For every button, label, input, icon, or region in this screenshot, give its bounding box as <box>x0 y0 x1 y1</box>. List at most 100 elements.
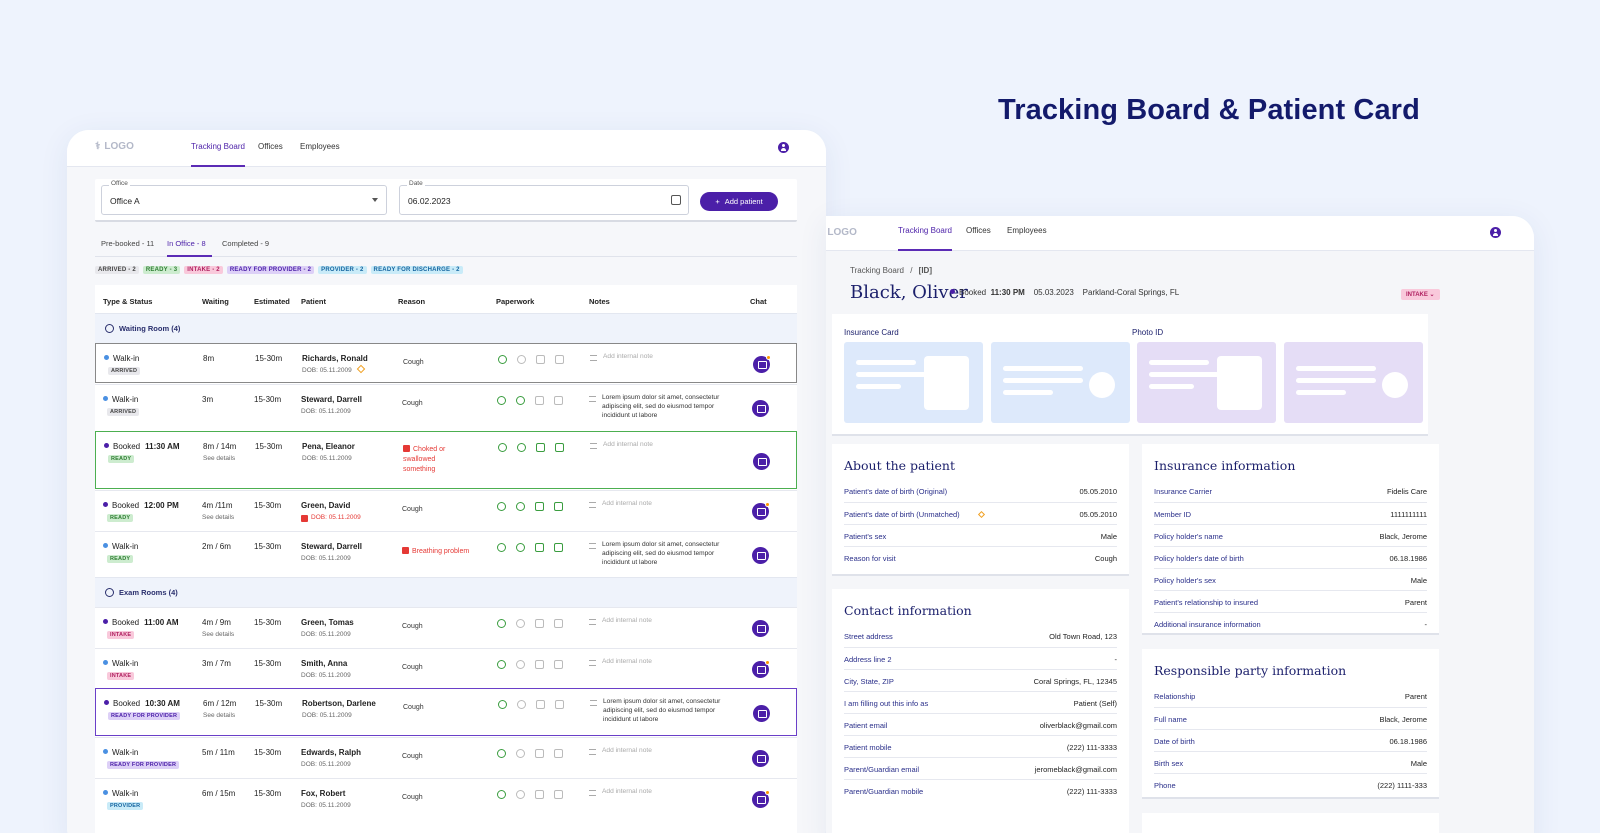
tab-in-office[interactable]: In Office - 8 <box>167 239 212 257</box>
internal-note[interactable]: Lorem ipsum dolor sit amet, consectetur … <box>603 698 721 723</box>
nav-tab-tracking-board-2[interactable]: Tracking Board <box>898 226 952 251</box>
note-edit-icon[interactable] <box>590 355 597 361</box>
internal-note[interactable]: Add internal note <box>602 658 652 665</box>
id-card-icon[interactable] <box>535 543 544 552</box>
patient-name[interactable]: Edwards, Ralph <box>301 748 362 757</box>
user-account-icon[interactable] <box>778 142 789 153</box>
tab-pre-booked[interactable]: Pre-booked - 11 <box>101 239 155 248</box>
patient-name[interactable]: Fox, Robert <box>301 789 346 798</box>
table-row[interactable]: Walk-in READY FOR PROVIDER 5m / 11m 15-30m E… <box>95 737 797 777</box>
patient-name[interactable]: Green, Tomas <box>301 618 354 627</box>
patient-name[interactable]: Richards, Ronald <box>302 354 368 363</box>
patient-name[interactable]: Robertson, Darlene <box>302 699 376 708</box>
patient-name[interactable]: Steward, Darrell <box>301 542 362 551</box>
insurance-shield-icon[interactable] <box>516 790 525 799</box>
chat-button[interactable] <box>752 750 769 767</box>
office-select[interactable]: Office Office A <box>101 180 387 215</box>
internal-note[interactable]: Add internal note <box>602 500 652 507</box>
id-card-icon[interactable] <box>535 749 544 758</box>
note-edit-icon[interactable] <box>590 700 597 706</box>
photo-id-back[interactable] <box>1284 342 1423 423</box>
photo-id-front[interactable] <box>1137 342 1276 423</box>
consent-icon[interactable] <box>497 543 506 552</box>
calendar-icon[interactable] <box>671 195 681 205</box>
note-edit-icon[interactable] <box>589 396 596 402</box>
internal-note[interactable]: Add internal note <box>602 747 652 754</box>
internal-note[interactable]: Add internal note <box>602 617 652 624</box>
add-patient-button[interactable]: + Add patient <box>700 192 778 211</box>
checklist-icon[interactable] <box>554 749 563 758</box>
insurance-card-front[interactable] <box>844 342 983 423</box>
see-details-link[interactable]: See details <box>202 631 235 638</box>
internal-note[interactable]: Lorem ipsum dolor sit amet, consectetur … <box>602 541 720 566</box>
internal-note[interactable]: Lorem ipsum dolor sit amet, consectetur … <box>602 394 720 419</box>
insurance-shield-icon[interactable] <box>516 502 525 511</box>
chat-button[interactable] <box>752 547 769 564</box>
note-edit-icon[interactable] <box>589 543 596 549</box>
date-field[interactable]: Date 06.02.2023 <box>399 180 689 215</box>
nav-tab-offices-2[interactable]: Offices <box>966 226 991 235</box>
checklist-icon[interactable] <box>554 790 563 799</box>
internal-note[interactable]: Add internal note <box>602 788 652 795</box>
insurance-shield-icon[interactable] <box>517 443 526 452</box>
nav-tab-employees[interactable]: Employees <box>300 142 340 151</box>
insurance-shield-icon[interactable] <box>517 355 526 364</box>
insurance-shield-icon[interactable] <box>517 700 526 709</box>
chat-button[interactable] <box>752 660 770 678</box>
consent-icon[interactable] <box>498 700 507 709</box>
id-card-icon[interactable] <box>536 355 545 364</box>
consent-icon[interactable] <box>498 355 507 364</box>
chat-button[interactable] <box>752 620 769 637</box>
insurance-shield-icon[interactable] <box>516 396 525 405</box>
tab-completed[interactable]: Completed - 9 <box>222 239 270 248</box>
insurance-shield-icon[interactable] <box>516 749 525 758</box>
checklist-icon[interactable] <box>555 355 564 364</box>
note-edit-icon[interactable] <box>589 619 596 625</box>
group-header[interactable]: Exam Rooms (4) <box>95 577 797 607</box>
consent-icon[interactable] <box>497 502 506 511</box>
checklist-icon[interactable] <box>555 700 564 709</box>
consent-icon[interactable] <box>497 749 506 758</box>
insurance-shield-icon[interactable] <box>516 660 525 669</box>
id-card-icon[interactable] <box>536 700 545 709</box>
internal-note[interactable]: Add internal note <box>603 441 653 448</box>
nav-tab-employees-2[interactable]: Employees <box>1007 226 1047 235</box>
patient-name[interactable]: Green, David <box>301 501 351 510</box>
checklist-icon[interactable] <box>555 443 564 452</box>
table-row[interactable]: Walk-in READY 2m / 6m 15-30m Steward, Darrel… <box>95 531 797 577</box>
status-chip[interactable]: READY FOR PROVIDER - 2 <box>226 266 315 274</box>
nav-tab-offices[interactable]: Offices <box>258 142 283 151</box>
checklist-icon[interactable] <box>554 396 563 405</box>
status-chip[interactable]: INTAKE - 2 <box>184 266 223 274</box>
insurance-card-back[interactable] <box>991 342 1130 423</box>
id-card-icon[interactable] <box>536 443 545 452</box>
checklist-icon[interactable] <box>554 660 563 669</box>
note-edit-icon[interactable] <box>589 790 596 796</box>
patient-name[interactable]: Pena, Eleanor <box>302 442 355 451</box>
user-account-icon[interactable] <box>1490 227 1501 238</box>
table-row[interactable]: Walk-in ARRIVED 3m 15-30m Steward, Darrell DO… <box>95 384 797 430</box>
internal-note[interactable]: Add internal note <box>603 353 653 360</box>
status-chip[interactable]: ARRIVED - 2 <box>95 266 139 274</box>
checklist-icon[interactable] <box>554 543 563 552</box>
see-details-link[interactable]: See details <box>203 455 236 462</box>
chat-button[interactable] <box>753 453 770 470</box>
nav-tab-tracking-board[interactable]: Tracking Board <box>191 142 245 167</box>
chat-button[interactable] <box>753 355 771 373</box>
note-edit-icon[interactable] <box>589 502 596 508</box>
status-badge-dropdown[interactable]: INTAKE ⌄ <box>1401 289 1440 300</box>
consent-icon[interactable] <box>497 396 506 405</box>
status-chip[interactable]: READY FOR DISCHARGE - 2 <box>370 266 463 274</box>
table-row[interactable]: Walk-in INTAKE 3m / 7m 15-30m Smith, Anna DOB… <box>95 648 797 688</box>
breadcrumb-root[interactable]: Tracking Board <box>850 266 904 275</box>
insurance-shield-icon[interactable] <box>516 543 525 552</box>
note-edit-icon[interactable] <box>590 443 597 449</box>
status-chip[interactable]: PROVIDER - 2 <box>318 266 367 274</box>
table-row[interactable]: Booked 11:00 AM INTAKE 4m / 9m See details 15… <box>95 607 797 647</box>
chat-button[interactable] <box>752 400 769 417</box>
see-details-link[interactable]: See details <box>202 514 235 521</box>
id-card-icon[interactable] <box>535 790 544 799</box>
